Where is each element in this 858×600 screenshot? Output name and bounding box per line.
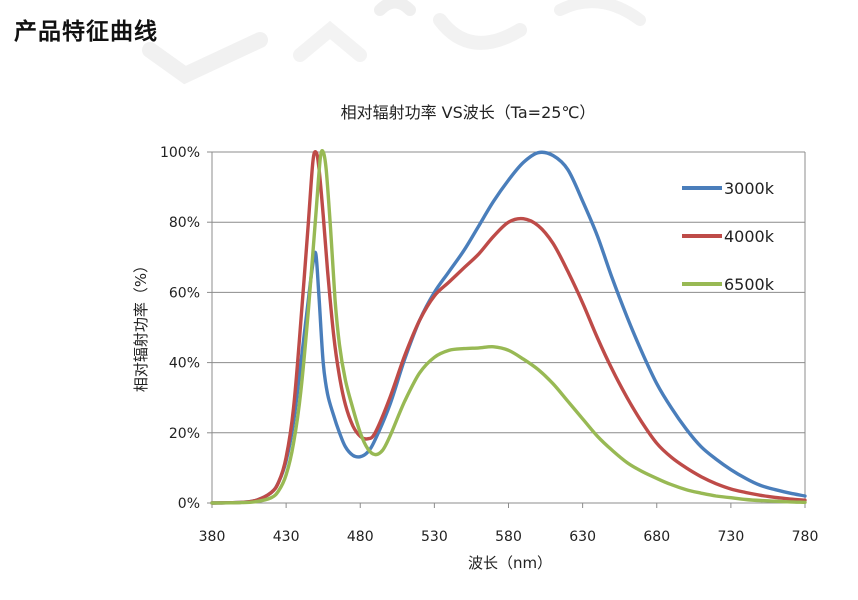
x-tick-label: 580 — [495, 529, 522, 545]
page-heading: 产品特征曲线 — [14, 19, 158, 45]
chart-title: 相对辐射功率 VS波长（Ta=25℃） — [341, 103, 596, 122]
y-tick-label: 0% — [178, 496, 200, 512]
legend-label-4000k: 4000k — [724, 227, 775, 246]
y-axis-label: 相对辐射功率（%） — [132, 258, 150, 392]
series-line-6500k — [210, 148, 807, 505]
y-tick-label: 60% — [169, 285, 200, 301]
y-tick-label: 80% — [169, 215, 200, 231]
x-tick-label: 430 — [273, 529, 300, 545]
y-tick-label: 20% — [169, 426, 200, 442]
legend-label-3000k: 3000k — [724, 179, 775, 198]
x-tick-label: 630 — [569, 529, 596, 545]
x-tick-label: 380 — [199, 529, 226, 545]
x-tick-label: 680 — [643, 529, 670, 545]
x-axis-label: 波长（nm） — [468, 554, 552, 572]
x-tick-label: 730 — [718, 529, 745, 545]
x-tick-label: 480 — [347, 529, 374, 545]
legend-label-6500k: 6500k — [724, 275, 775, 294]
series-line-4000k — [210, 150, 807, 505]
x-tick-label: 780 — [792, 529, 819, 545]
legend: 3000k 4000k 6500k — [682, 179, 775, 294]
x-tick-label: 530 — [421, 529, 448, 545]
series-lines — [210, 148, 807, 505]
y-tick-label: 40% — [169, 356, 200, 372]
y-tick-label: 100% — [160, 145, 200, 161]
axes: 0% 20% 40% 60% 80% 100% 380 430 480 530 580 630 680 7… — [160, 145, 818, 545]
